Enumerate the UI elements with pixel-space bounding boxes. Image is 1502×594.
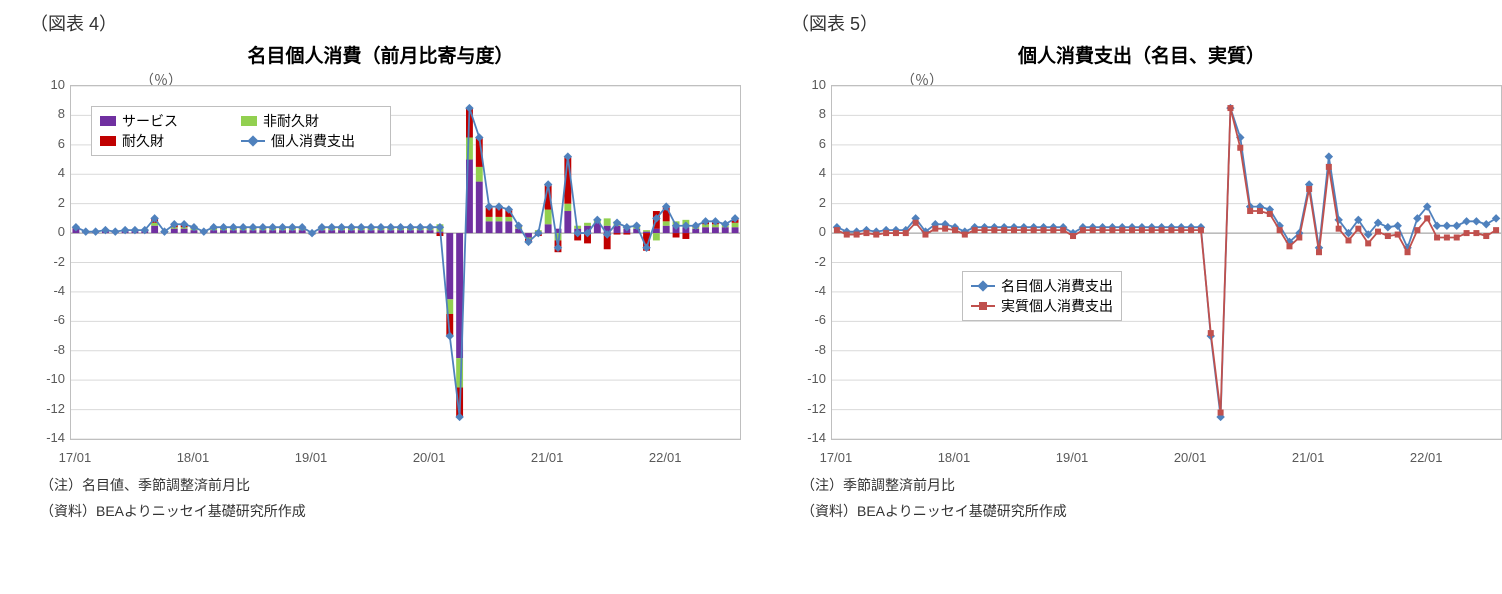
chart-5-note2: （資料）BEAよりニッセイ基礎研究所作成 xyxy=(801,501,1502,522)
ytick-label: -14 xyxy=(791,430,826,445)
xtick-label: 20/01 xyxy=(404,450,454,465)
xtick-label: 22/01 xyxy=(640,450,690,465)
ytick-label: 6 xyxy=(791,136,826,151)
chart-4-plot: サービス 非耐久財 耐久財 xyxy=(70,85,741,440)
chart-5-legend: 名目個人消費支出 実質個人消費支出 xyxy=(962,271,1122,321)
ytick-label: -6 xyxy=(791,312,826,327)
chart-4-title: 名目個人消費（前月比寄与度） xyxy=(10,41,751,68)
ytick-label: -8 xyxy=(30,342,65,357)
ytick-label: -10 xyxy=(791,371,826,386)
xtick-label: 18/01 xyxy=(929,450,979,465)
xtick-label: 21/01 xyxy=(522,450,572,465)
xtick-label: 21/01 xyxy=(1283,450,1333,465)
services-swatch xyxy=(100,116,116,126)
nominal-line-swatch xyxy=(971,285,995,287)
chart-4-area: （％） サービス 非耐久財 xyxy=(70,70,741,470)
xtick-label: 17/01 xyxy=(50,450,100,465)
ytick-label: 0 xyxy=(791,224,826,239)
chart-5-title: 個人消費支出（名目、実質） xyxy=(771,41,1502,68)
figure-5-label: （図表 5） xyxy=(791,10,1502,36)
legend-nondurables: 非耐久財 xyxy=(263,111,319,131)
chart-5-area: （％） 名目個人消費支出 実質個人消費支出 -14-12-10-8-6-4-20… xyxy=(831,70,1502,470)
xtick-label: 22/01 xyxy=(1401,450,1451,465)
ytick-label: 2 xyxy=(791,195,826,210)
ytick-label: -12 xyxy=(30,401,65,416)
xtick-label: 20/01 xyxy=(1165,450,1215,465)
chart-5-panel: （図表 5） 個人消費支出（名目、実質） （％） 名目個人消費支出 実質個人消費… xyxy=(771,10,1502,522)
pce-line-swatch xyxy=(241,140,265,142)
chart-5-svg xyxy=(832,86,1501,439)
legend-durables: 耐久財 xyxy=(122,131,164,151)
ytick-label: 2 xyxy=(30,195,65,210)
figure-4-label: （図表 4） xyxy=(30,10,751,36)
real-line-swatch xyxy=(971,305,995,307)
xtick-label: 19/01 xyxy=(1047,450,1097,465)
ytick-label: -4 xyxy=(30,283,65,298)
chart-5-plot: 名目個人消費支出 実質個人消費支出 xyxy=(831,85,1502,440)
chart-4-panel: （図表 4） 名目個人消費（前月比寄与度） （％） サービス 非耐久財 xyxy=(10,10,751,522)
ytick-label: 10 xyxy=(791,77,826,92)
ytick-label: 4 xyxy=(791,165,826,180)
ytick-label: 8 xyxy=(791,106,826,121)
legend-nominal: 名目個人消費支出 xyxy=(1001,276,1113,296)
legend-pce: 個人消費支出 xyxy=(271,131,355,151)
ytick-label: 4 xyxy=(30,165,65,180)
nondurables-swatch xyxy=(241,116,257,126)
ytick-label: -4 xyxy=(791,283,826,298)
chart-4-note1: （注）名目値、季節調整済前月比 xyxy=(40,475,751,496)
ytick-label: -14 xyxy=(30,430,65,445)
legend-real: 実質個人消費支出 xyxy=(1001,296,1113,316)
legend-services: サービス xyxy=(122,111,178,131)
ytick-label: -6 xyxy=(30,312,65,327)
ytick-label: 10 xyxy=(30,77,65,92)
ytick-label: -12 xyxy=(791,401,826,416)
ytick-label: -8 xyxy=(791,342,826,357)
xtick-label: 19/01 xyxy=(286,450,336,465)
xtick-label: 17/01 xyxy=(811,450,861,465)
ytick-label: 6 xyxy=(30,136,65,151)
chart-5-note1: （注）季節調整済前月比 xyxy=(801,475,1502,496)
chart-4-note2: （資料）BEAよりニッセイ基礎研究所作成 xyxy=(40,501,751,522)
durables-swatch xyxy=(100,136,116,146)
ytick-label: -2 xyxy=(30,254,65,269)
chart-4-legend: サービス 非耐久財 耐久財 xyxy=(91,106,391,156)
ytick-label: -2 xyxy=(791,254,826,269)
ytick-label: 0 xyxy=(30,224,65,239)
xtick-label: 18/01 xyxy=(168,450,218,465)
ytick-label: -10 xyxy=(30,371,65,386)
ytick-label: 8 xyxy=(30,106,65,121)
